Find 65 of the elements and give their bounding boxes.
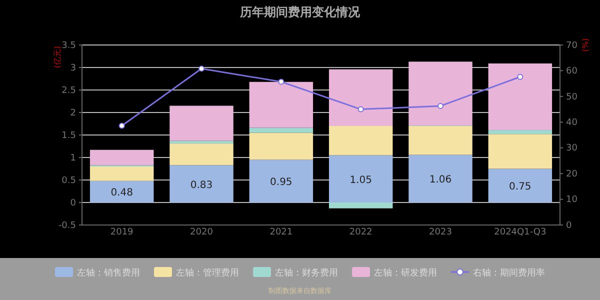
y-tick-label: 0 — [70, 198, 76, 208]
y-tick-label: 1.5 — [62, 130, 76, 141]
legend-label: 左轴：财务费用 — [275, 268, 338, 278]
x-tick-label: 2024Q1-Q3 — [494, 227, 546, 238]
y-tick-label: 2.5 — [62, 86, 76, 96]
bar — [328, 126, 393, 156]
data-label: 0.48 — [110, 188, 133, 199]
x-tick-label: 2019 — [110, 227, 134, 238]
y2-axis-title: (%) — [581, 38, 590, 52]
bar — [328, 202, 393, 208]
data-label: 0.75 — [509, 182, 532, 193]
bar — [90, 180, 154, 202]
bar — [488, 134, 552, 169]
y-tick-label: 3.5 — [62, 40, 76, 51]
y2-tick-label: 50 — [566, 92, 578, 102]
y-tick-label: 2 — [70, 108, 76, 118]
bar — [488, 63, 552, 130]
y2-tick-label: 0 — [566, 220, 572, 231]
bar — [249, 160, 314, 202]
data-label: 1.05 — [350, 174, 372, 186]
y2-tick-label: 40 — [566, 118, 578, 128]
x-tick-label: 2020 — [190, 227, 214, 238]
bar — [170, 144, 234, 166]
point — [278, 78, 284, 85]
legend-label: 左轴：研发费用 — [374, 268, 437, 278]
bar — [488, 168, 552, 202]
bar — [408, 62, 472, 126]
data-label: 0.83 — [190, 180, 213, 191]
y-tick-label: -0.5 — [58, 220, 76, 231]
x-tick-label: 2021 — [270, 227, 293, 238]
point — [517, 74, 524, 80]
y-axis-title: (亿元) — [53, 46, 62, 68]
y2-tick-label: 30 — [566, 144, 578, 154]
bar — [170, 165, 234, 202]
bar — [408, 154, 472, 202]
chart-title: 历年期间费用变化情况 — [239, 5, 361, 19]
bar — [90, 166, 154, 181]
y2-tick-label: 20 — [566, 169, 578, 180]
bar — [90, 150, 154, 166]
bar — [249, 128, 314, 133]
bar — [328, 69, 393, 126]
bar — [408, 126, 472, 155]
bar — [170, 106, 234, 141]
x-tick-label: 2022 — [349, 227, 372, 238]
point — [358, 106, 364, 112]
point — [118, 122, 125, 129]
bar — [170, 140, 234, 144]
legend-label: 右轴：期间费用率 — [473, 268, 545, 278]
x-tick-label: 2023 — [429, 227, 452, 238]
y2-tick-label: 10 — [566, 195, 578, 206]
legend-label: 左轴：销售费用 — [77, 268, 140, 278]
bar — [328, 155, 393, 202]
bar — [488, 130, 552, 134]
data-label: 1.06 — [429, 174, 452, 186]
point — [198, 66, 204, 72]
legend-label: 左轴：管理费用 — [176, 268, 239, 278]
y-tick-label: 1 — [70, 153, 76, 164]
y2-tick-label: 70 — [566, 40, 578, 51]
y2-tick-label: 60 — [566, 66, 578, 77]
bar — [249, 132, 314, 160]
point — [438, 102, 444, 109]
y-tick-label: 0.5 — [62, 176, 76, 186]
bar — [249, 82, 314, 128]
data-label: 0.95 — [270, 177, 292, 188]
y-tick-label: 3 — [70, 63, 76, 74]
